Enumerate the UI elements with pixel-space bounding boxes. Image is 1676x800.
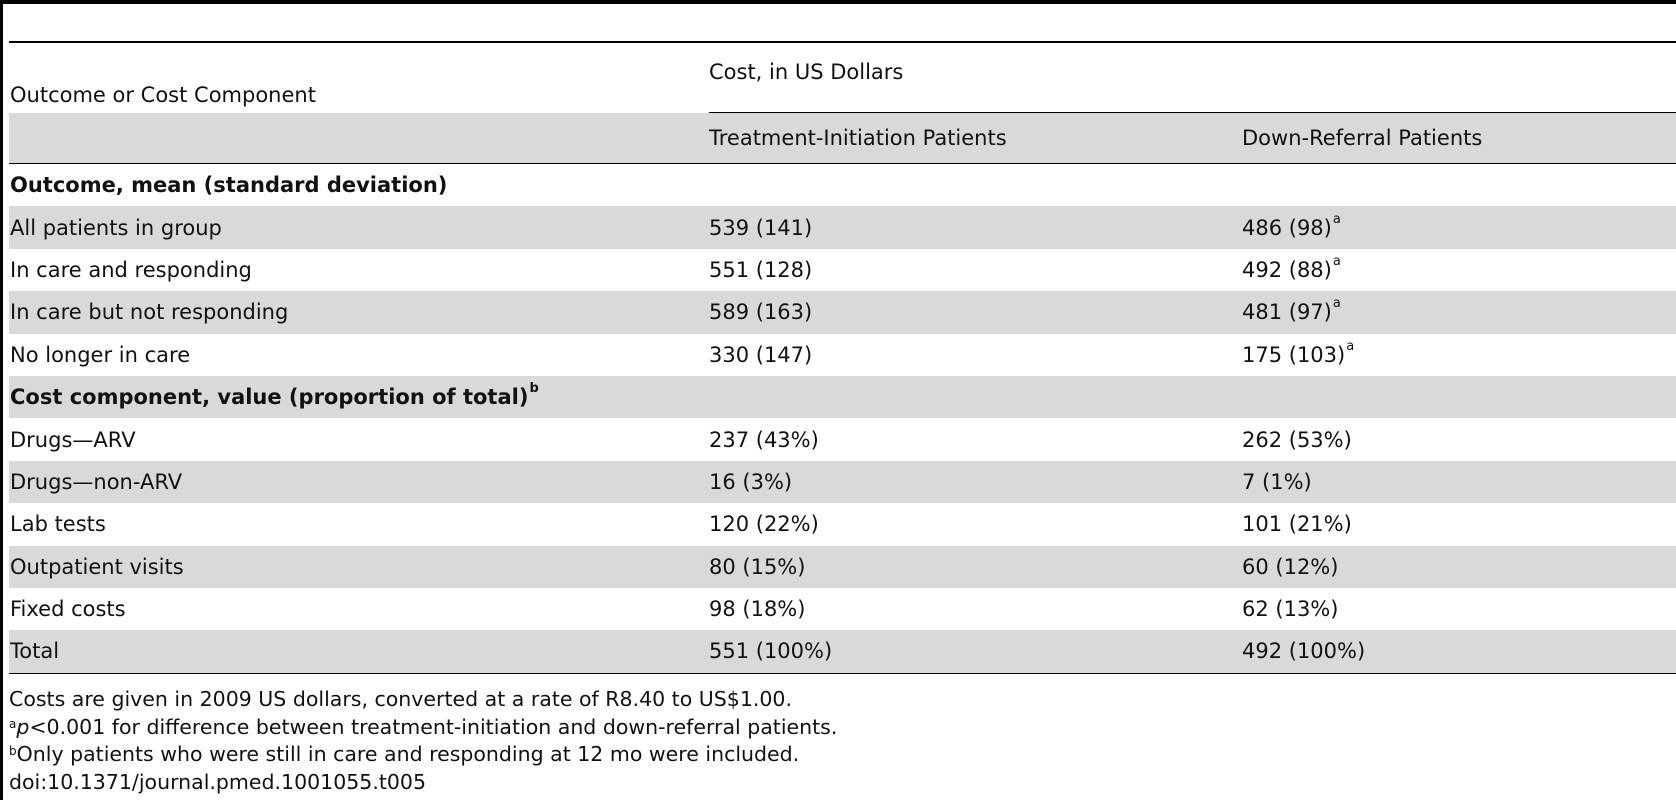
downreferral-value: 175 (103)	[1242, 342, 1346, 367]
row-label-header-spacer	[9, 112, 709, 164]
table-row: Total 551 (100%) 492 (100%)	[9, 630, 1676, 674]
cost-table: Outcome or Cost Component Cost, in US Do…	[9, 45, 1676, 674]
table-row: Fixed costs 98 (18%) 62 (13%)	[9, 588, 1676, 630]
row-label: Drugs—non-ARV	[9, 460, 709, 504]
downreferral-value-cell: 62 (13%)	[1242, 588, 1676, 630]
downreferral-value: 7 (1%)	[1242, 469, 1312, 494]
downreferral-value: 262 (53%)	[1242, 427, 1352, 452]
section-title: Cost component, value (proportion of tot…	[9, 375, 1676, 419]
row-label: Lab tests	[10, 512, 106, 537]
table-row: Outpatient visits 80 (15%) 60 (12%)	[9, 545, 1676, 588]
treatment-value: 16 (3%)	[709, 469, 793, 494]
footnote-currency: Costs are given in 2009 US dollars, conv…	[9, 687, 792, 711]
treatment-value: 330 (147)	[709, 342, 813, 367]
table-row: In care but not responding 589 (163) 481 (…	[9, 291, 1676, 334]
footnote-b-text: Only patients who were still in care and…	[16, 742, 800, 766]
downreferral-value: 60 (12%)	[1242, 554, 1339, 579]
row-label: All patients in group	[9, 206, 709, 249]
treatment-value-cell: 16 (3%)	[709, 460, 1242, 504]
header-row-1: Outcome or Cost Component Cost, in US Do…	[9, 45, 1676, 113]
footnote-b: bOnly patients who were still in care an…	[9, 741, 1669, 769]
treatment-value: 237 (43%)	[709, 427, 819, 452]
table-row: No longer in care 330 (147) 175 (103)a	[9, 334, 1676, 376]
footnote-b-marker: b	[9, 744, 17, 758]
downreferral-value: 101 (21%)	[1242, 512, 1352, 537]
section-row: Outcome, mean (standard deviation)	[9, 164, 1676, 207]
downreferral-value: 492 (100%)	[1242, 639, 1366, 664]
treatment-value: 551 (128)	[709, 257, 813, 282]
table-row: All patients in group 539 (141) 486 (98)a	[9, 206, 1676, 249]
footnote-a-text: <0.001 for difference between treatment-…	[29, 714, 838, 739]
row-label: Total	[9, 630, 709, 674]
top-border	[0, 0, 1676, 4]
header-row-2: Treatment-Initiation Patients Down-Refer…	[9, 112, 1676, 164]
doi-text: doi:10.1371/journal.pmed.1001055.t005	[9, 769, 427, 794]
downreferral-value-cell: 486 (98)a	[1242, 206, 1676, 249]
section-title: Outcome, mean (standard deviation)	[9, 164, 1676, 207]
row-label: Outpatient visits	[9, 545, 709, 588]
treatment-value: 589 (163)	[709, 300, 813, 325]
table-row: Drugs—non-ARV 16 (3%) 7 (1%)	[9, 460, 1676, 504]
treatment-value-cell: 330 (147)	[709, 334, 1242, 376]
treatment-value-cell: 551 (100%)	[709, 630, 1242, 674]
table-row: Lab tests 120 (22%) 101 (21%)	[9, 503, 1676, 545]
row-label: In care but not responding	[9, 291, 709, 334]
cost-group-header: Cost, in US Dollars	[709, 60, 904, 84]
treatment-value: 120 (22%)	[709, 512, 819, 537]
footnote-a: ap<0.001 for difference between treatmen…	[9, 714, 1669, 742]
downreferral-footnote-mark: a	[1332, 253, 1341, 269]
treatment-value: 539 (141)	[709, 215, 813, 240]
treatment-value-cell: 237 (43%)	[709, 418, 1242, 460]
section-title-footnote-mark: b	[529, 381, 539, 397]
footnote-a-marker: a	[9, 716, 17, 731]
treatment-value: 80 (15%)	[709, 554, 806, 579]
section-title-text: Cost component, value (proportion of tot…	[10, 385, 529, 410]
downreferral-value-cell: 492 (88)a	[1242, 249, 1676, 291]
downreferral-value-cell: 60 (12%)	[1242, 545, 1676, 588]
downreferral-value-cell: 175 (103)a	[1242, 334, 1676, 376]
downreferral-footnote-mark: a	[1332, 211, 1341, 227]
downreferral-value-cell: 7 (1%)	[1242, 460, 1676, 504]
downreferral-footnote-mark: a	[1332, 296, 1341, 312]
table-footnotes: Costs are given in 2009 US dollars, conv…	[9, 686, 1669, 796]
row-label: Drugs—ARV	[10, 427, 136, 452]
table-row: Drugs—ARV 237 (43%) 262 (53%)	[9, 418, 1676, 460]
downreferral-value-cell: 101 (21%)	[1242, 503, 1676, 545]
table-header: Outcome or Cost Component Cost, in US Do…	[9, 45, 1676, 164]
downreferral-value: 486 (98)	[1242, 215, 1332, 240]
treatment-value-cell: 589 (163)	[709, 291, 1242, 334]
downreferral-value-cell: 492 (100%)	[1242, 630, 1676, 674]
table-row: In care and responding 551 (128) 492 (88)a	[9, 249, 1676, 291]
col-downreferral-header: Down-Referral Patients	[1242, 112, 1676, 164]
treatment-value-cell: 98 (18%)	[709, 588, 1242, 630]
row-label: No longer in care	[10, 342, 191, 367]
downreferral-value: 62 (13%)	[1242, 597, 1339, 622]
treatment-value-cell: 120 (22%)	[709, 503, 1242, 545]
treatment-value: 551 (100%)	[709, 639, 833, 664]
row-label: In care and responding	[10, 257, 252, 282]
treatment-value-cell: 80 (15%)	[709, 545, 1242, 588]
downreferral-value-cell: 481 (97)a	[1242, 291, 1676, 334]
col-treatment-header: Treatment-Initiation Patients	[709, 112, 1242, 164]
downreferral-value: 481 (97)	[1242, 300, 1332, 325]
treatment-value-cell: 539 (141)	[709, 206, 1242, 249]
row-label-header: Outcome or Cost Component	[10, 82, 316, 107]
downreferral-value: 492 (88)	[1242, 257, 1332, 282]
downreferral-value-cell: 262 (53%)	[1242, 418, 1676, 460]
left-border	[0, 0, 3, 800]
section-title-text: Outcome, mean (standard deviation)	[10, 173, 448, 198]
footnote-a-italic: p	[16, 714, 30, 739]
downreferral-footnote-mark: a	[1346, 338, 1355, 354]
section-row: Cost component, value (proportion of tot…	[9, 375, 1676, 419]
table-top-rule	[9, 41, 1676, 43]
row-label: Fixed costs	[10, 597, 126, 622]
treatment-value: 98 (18%)	[709, 597, 806, 622]
table-body: Outcome, mean (standard deviation) All pa…	[9, 164, 1676, 674]
treatment-value-cell: 551 (128)	[709, 249, 1242, 291]
